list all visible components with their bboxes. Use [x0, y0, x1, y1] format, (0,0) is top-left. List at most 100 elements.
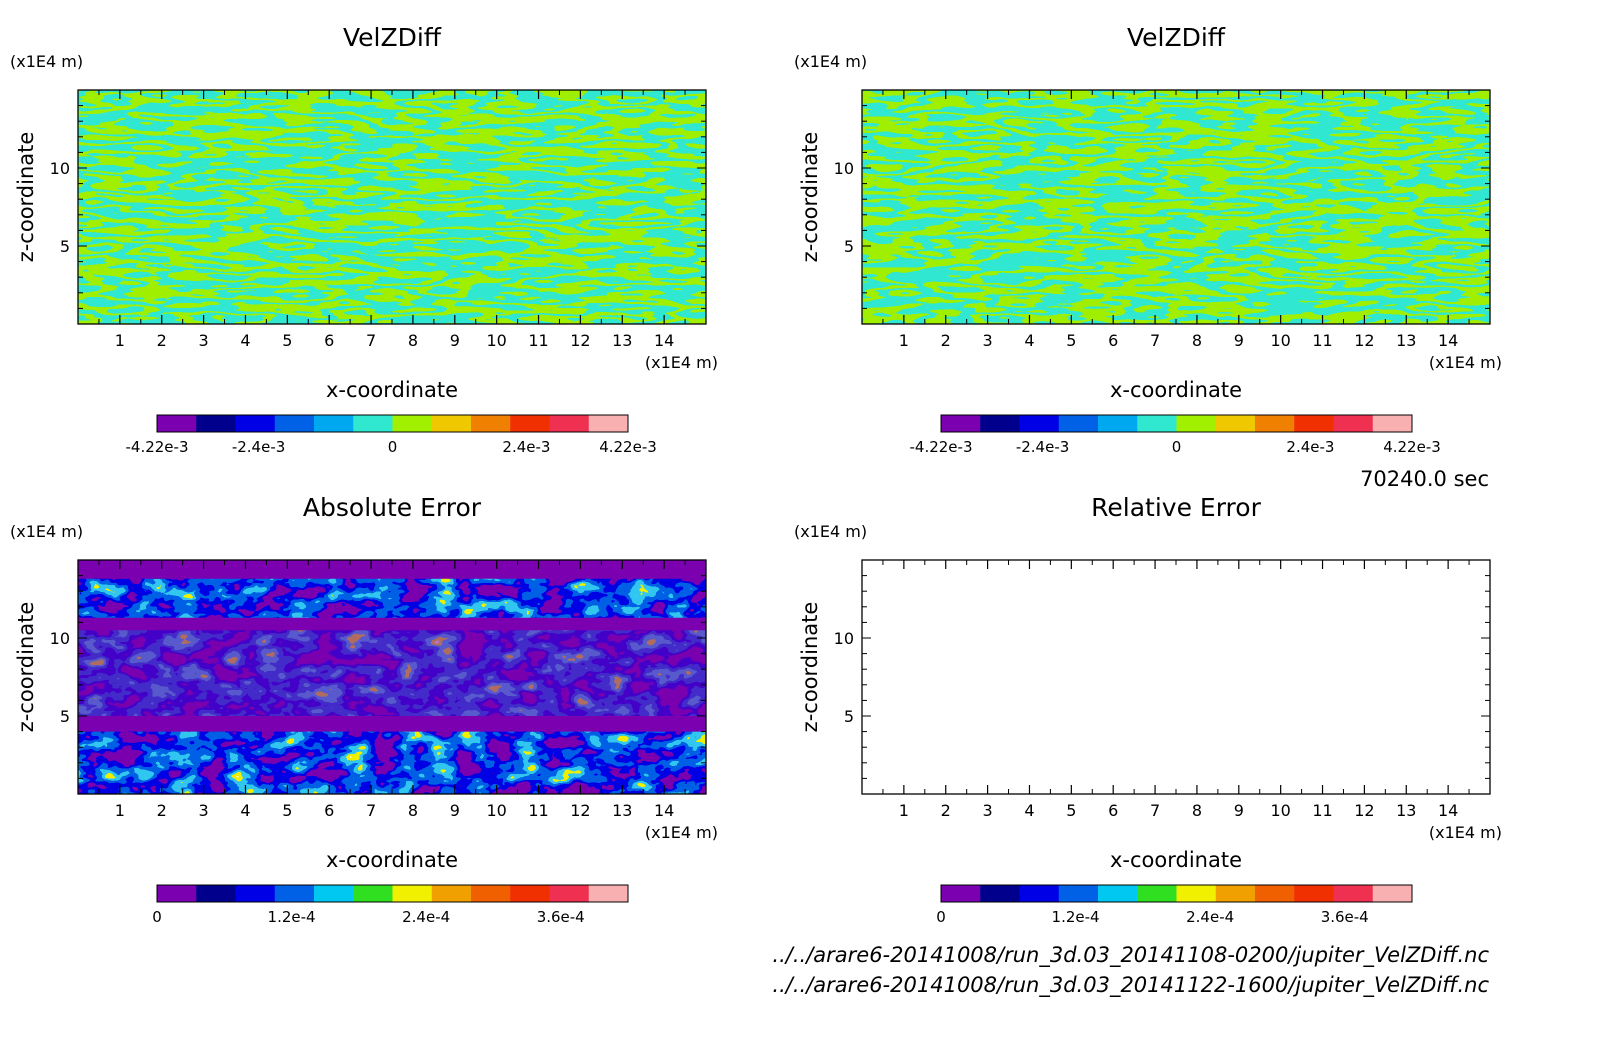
- upper-error-band: [78, 578, 706, 618]
- colorbar-tick-label: 3.6e-4: [537, 908, 585, 926]
- x-tick-label: 7: [1150, 801, 1160, 820]
- x-tick-label: 6: [1108, 801, 1118, 820]
- x-tick-label: 14: [654, 801, 674, 820]
- x-tick-label: 14: [1438, 801, 1458, 820]
- colorbar-swatch: [1294, 415, 1334, 432]
- x-tick-label: 1: [899, 331, 909, 350]
- y-unit-label: (x1E4 m): [794, 52, 867, 71]
- colorbar-tick-label: 1.2e-4: [268, 908, 316, 926]
- colorbar-swatch: [235, 415, 276, 432]
- time-label: 70240.0 sec: [1360, 467, 1489, 491]
- colorbar-frame: [940, 414, 1413, 433]
- x-tick-label: 14: [1438, 331, 1458, 350]
- colorbar-tick-label: 0: [388, 438, 398, 456]
- y-tick-label: 10: [50, 159, 70, 178]
- x-tick-label: 13: [1396, 801, 1416, 820]
- y-tick-label: 5: [60, 237, 70, 256]
- y-tick-label: 10: [834, 629, 854, 648]
- x-tick-label: 1: [899, 801, 909, 820]
- x-tick-label: 4: [1024, 801, 1034, 820]
- colorbar-swatch: [274, 415, 315, 432]
- file-path-2: ../../arare6-20141008/run_3d.03_20141122…: [772, 973, 1489, 998]
- x-tick-label: 10: [1270, 801, 1290, 820]
- colorbar-swatch: [1137, 885, 1177, 902]
- x-tick-label: 13: [612, 801, 632, 820]
- chart-title: VelZDiff: [1127, 23, 1226, 52]
- colorbar-swatch: [353, 885, 393, 902]
- x-axis-label: x-coordinate: [1110, 848, 1242, 872]
- x-tick-label: 14: [654, 331, 674, 350]
- x-unit-label: (x1E4 m): [1429, 823, 1502, 842]
- chart-title: VelZDiff: [343, 23, 442, 52]
- field-fill: [862, 90, 1490, 324]
- colorbar-swatch: [1333, 415, 1374, 432]
- field-fill: [78, 90, 706, 324]
- colorbar-swatch: [1215, 885, 1256, 902]
- colorbar-swatch: [1019, 415, 1060, 432]
- colorbar-swatch: [471, 885, 511, 902]
- x-tick-label: 6: [324, 331, 334, 350]
- colorbar: -4.22e-3 -2.4e-3 0 2.4e-3 4.22e-3: [126, 414, 657, 456]
- x-tick-label: 5: [282, 801, 292, 820]
- colorbar-swatch: [941, 415, 981, 432]
- colorbar-swatch: [1137, 415, 1177, 432]
- colorbar-swatch: [431, 415, 472, 432]
- colorbar-swatch: [1372, 885, 1413, 902]
- colorbar-swatch: [588, 415, 629, 432]
- colorbar-swatch: [1058, 415, 1099, 432]
- colorbar: 0 1.2e-4 2.4e-4 3.6e-4: [152, 884, 629, 926]
- x-tick-label: 9: [450, 801, 460, 820]
- x-tick-label: 5: [282, 331, 292, 350]
- x-tick-label: 12: [1354, 331, 1374, 350]
- y-tick-label: 5: [844, 707, 854, 726]
- y-tick-label: 10: [50, 629, 70, 648]
- y-tick-label: 5: [60, 707, 70, 726]
- x-tick-label: 11: [1312, 801, 1332, 820]
- colorbar-swatch: [431, 885, 472, 902]
- colorbar-frame: [940, 884, 1413, 903]
- x-tick-label: 12: [570, 801, 590, 820]
- colorbar-swatch: [392, 415, 433, 432]
- heatmap-field: [78, 90, 706, 324]
- x-tick-label: 13: [1396, 331, 1416, 350]
- colorbar-swatch: [235, 885, 276, 902]
- colorbar: 0 1.2e-4 2.4e-4 3.6e-4: [936, 884, 1413, 926]
- x-tick-label: 8: [408, 331, 418, 350]
- colorbar-frame: [156, 884, 629, 903]
- colorbar-tick-label: -4.22e-3: [126, 438, 189, 456]
- colorbar-tick-label: -2.4e-3: [232, 438, 285, 456]
- chart-title: Absolute Error: [303, 493, 482, 522]
- colorbar-swatch: [1019, 885, 1060, 902]
- colorbar-swatch: [314, 415, 354, 432]
- colorbar-swatch: [274, 885, 315, 902]
- colorbar-tick-label: -4.22e-3: [910, 438, 973, 456]
- colorbar-frame: [156, 414, 629, 433]
- x-tick-label: 2: [157, 801, 167, 820]
- colorbar-swatch: [941, 885, 981, 902]
- colorbar-swatch: [314, 885, 354, 902]
- colorbar-swatch: [1215, 415, 1256, 432]
- x-tick-label: 7: [366, 801, 376, 820]
- colorbar-tick-label: 0: [1172, 438, 1182, 456]
- chart-title: Relative Error: [1091, 493, 1261, 522]
- colorbar-tick-label: 2.4e-4: [402, 908, 450, 926]
- x-tick-label: 8: [1192, 331, 1202, 350]
- x-axis-label: x-coordinate: [326, 378, 458, 402]
- colorbar-tick-label: 4.22e-3: [1383, 438, 1441, 456]
- colorbar-swatch: [1372, 415, 1413, 432]
- panel-4: Relative Error (x1E4 m) (x1E4 m) x-coordina…: [794, 493, 1502, 926]
- colorbar-swatch: [196, 885, 236, 902]
- colorbar-swatch: [1176, 885, 1217, 902]
- panel-1: VelZDiff (x1E4 m) (x1E4 m) x-coordinate z-co…: [10, 23, 718, 456]
- colorbar-swatch: [196, 415, 236, 432]
- colorbar-swatch: [1176, 415, 1217, 432]
- x-tick-label: 11: [528, 801, 548, 820]
- x-tick-label: 7: [366, 331, 376, 350]
- colorbar-swatch: [510, 415, 550, 432]
- colorbar-swatch: [588, 885, 629, 902]
- colorbar-swatch: [1098, 885, 1138, 902]
- y-unit-label: (x1E4 m): [794, 522, 867, 541]
- x-tick-label: 3: [199, 801, 209, 820]
- panel-3: Absolute Error (x1E4 m) (x1E4 m) x-coordina…: [10, 493, 718, 926]
